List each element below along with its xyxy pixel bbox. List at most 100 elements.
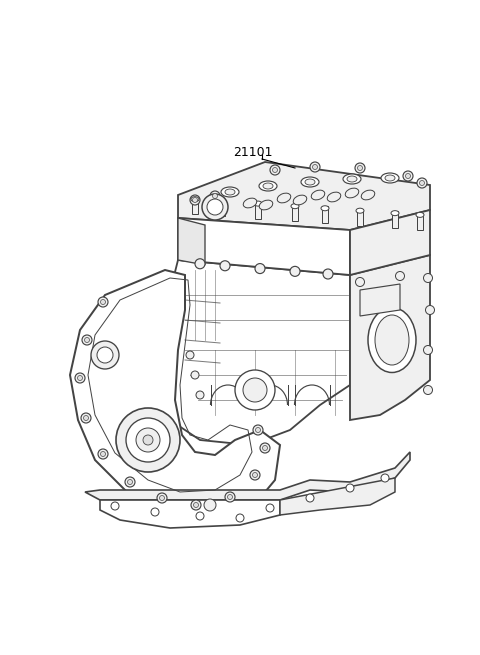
Polygon shape [255, 202, 261, 219]
Circle shape [191, 371, 199, 379]
Circle shape [356, 278, 364, 286]
Circle shape [126, 418, 170, 462]
Circle shape [220, 261, 230, 271]
Circle shape [396, 272, 405, 280]
Ellipse shape [243, 198, 257, 208]
Polygon shape [178, 218, 205, 265]
Ellipse shape [221, 187, 239, 197]
Circle shape [423, 345, 432, 354]
Polygon shape [350, 255, 430, 420]
Polygon shape [178, 218, 350, 275]
Circle shape [91, 341, 119, 369]
Circle shape [191, 500, 201, 510]
Ellipse shape [347, 176, 357, 182]
Circle shape [252, 472, 257, 477]
Circle shape [417, 178, 427, 188]
Circle shape [423, 386, 432, 394]
Circle shape [306, 494, 314, 502]
Ellipse shape [218, 198, 226, 204]
Polygon shape [392, 211, 398, 228]
Circle shape [98, 449, 108, 459]
Circle shape [260, 443, 270, 453]
Circle shape [420, 181, 424, 185]
Polygon shape [322, 206, 328, 223]
Ellipse shape [293, 195, 307, 205]
Circle shape [128, 479, 132, 485]
Circle shape [236, 514, 244, 522]
Circle shape [190, 195, 200, 205]
Circle shape [228, 495, 232, 500]
Circle shape [196, 391, 204, 399]
Circle shape [290, 267, 300, 276]
Polygon shape [165, 260, 350, 445]
Circle shape [406, 174, 410, 179]
Text: 21101: 21101 [233, 147, 273, 160]
Circle shape [136, 428, 160, 452]
Ellipse shape [263, 183, 273, 189]
Polygon shape [192, 197, 198, 214]
Circle shape [159, 495, 165, 500]
Circle shape [100, 299, 106, 305]
Circle shape [250, 470, 260, 480]
Circle shape [358, 166, 362, 170]
Polygon shape [85, 452, 410, 500]
Ellipse shape [225, 189, 235, 195]
Ellipse shape [327, 192, 341, 202]
Circle shape [116, 408, 180, 472]
Ellipse shape [343, 174, 361, 184]
Ellipse shape [416, 212, 424, 217]
Circle shape [98, 297, 108, 307]
Circle shape [243, 378, 267, 402]
Circle shape [310, 162, 320, 172]
Circle shape [82, 335, 92, 345]
Ellipse shape [277, 193, 291, 203]
Circle shape [266, 504, 274, 512]
Circle shape [151, 508, 159, 516]
Circle shape [213, 193, 217, 198]
Ellipse shape [301, 177, 319, 187]
Polygon shape [219, 199, 225, 216]
Ellipse shape [356, 208, 364, 213]
Circle shape [75, 373, 85, 383]
Circle shape [255, 428, 261, 432]
Polygon shape [357, 209, 363, 226]
Ellipse shape [259, 200, 273, 210]
Circle shape [210, 191, 220, 201]
Ellipse shape [311, 190, 325, 200]
Polygon shape [280, 478, 395, 515]
Circle shape [263, 445, 267, 451]
Circle shape [381, 474, 389, 482]
Ellipse shape [291, 204, 299, 209]
Circle shape [425, 305, 434, 314]
Ellipse shape [259, 181, 277, 191]
Circle shape [273, 168, 277, 172]
Circle shape [255, 263, 265, 274]
Ellipse shape [375, 315, 409, 365]
Circle shape [225, 492, 235, 502]
Circle shape [312, 164, 317, 170]
Circle shape [270, 165, 280, 175]
Circle shape [111, 502, 119, 510]
Circle shape [81, 413, 91, 423]
Ellipse shape [321, 206, 329, 211]
Polygon shape [360, 284, 400, 316]
Polygon shape [350, 210, 430, 275]
Ellipse shape [385, 175, 395, 181]
Ellipse shape [345, 188, 359, 198]
Polygon shape [100, 500, 280, 528]
Polygon shape [178, 162, 430, 230]
Ellipse shape [305, 179, 315, 185]
Circle shape [84, 415, 88, 421]
Polygon shape [70, 270, 280, 522]
Ellipse shape [361, 190, 375, 200]
Circle shape [192, 198, 197, 202]
Circle shape [253, 425, 263, 435]
Circle shape [143, 435, 153, 445]
Circle shape [423, 274, 432, 282]
Polygon shape [417, 213, 423, 230]
Circle shape [193, 502, 199, 508]
Ellipse shape [368, 307, 416, 373]
Circle shape [77, 375, 83, 381]
Ellipse shape [191, 196, 199, 202]
Circle shape [235, 370, 275, 410]
